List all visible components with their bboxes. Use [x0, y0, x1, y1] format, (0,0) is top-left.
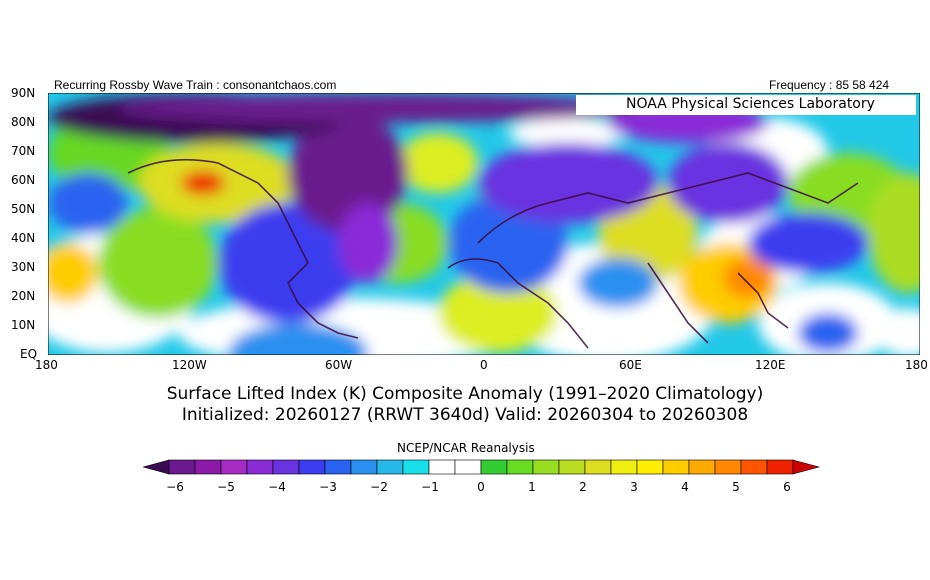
colorbar-tick-label: 6: [783, 480, 791, 494]
colorbar-swatch: [740, 459, 768, 475]
colorbar-tick-label: 4: [681, 480, 689, 494]
colorbar-arrow-left: [143, 459, 170, 475]
header-source-text: Recurring Rossby Wave Train : consonantc…: [54, 78, 337, 92]
lon-label: 0: [480, 358, 488, 372]
lat-label: 30N: [11, 260, 36, 274]
colorbar-swatch: [402, 459, 430, 475]
anomaly-map: [48, 93, 920, 355]
colorbar-tick-label: 5: [732, 480, 740, 494]
colorbar-swatch: [220, 459, 248, 475]
colorbar-swatch: [298, 459, 326, 475]
lat-label: 80N: [11, 115, 36, 129]
colorbar-swatch: [558, 459, 586, 475]
colorbar-swatch: [610, 459, 638, 475]
title-line-1: Surface Lifted Index (K) Composite Anoma…: [166, 384, 764, 404]
lat-label: 10N: [11, 318, 36, 332]
lat-label: 20N: [11, 289, 36, 303]
lat-label: 70N: [11, 144, 36, 158]
colorbar-swatch: [688, 459, 716, 475]
lab-banner-text: NOAA Physical Sciences Laboratory: [626, 96, 875, 112]
colorbar-tick-label: 2: [579, 480, 587, 494]
colorbar-swatch: [532, 459, 560, 475]
lab-banner: [576, 95, 916, 115]
colorbar-swatch: [350, 459, 378, 475]
lat-label: 50N: [11, 202, 36, 216]
colorbar-swatch: [714, 459, 742, 475]
lon-label: 120E: [755, 358, 786, 372]
lat-label: 40N: [11, 231, 36, 245]
colorbar-swatch: [506, 459, 534, 475]
colorbar-tick-label: 3: [630, 480, 638, 494]
colorbar-swatch: [376, 459, 404, 475]
colorbar-swatch: [194, 459, 222, 475]
colorbar-swatch: [246, 459, 274, 475]
anomaly-field: [48, 93, 920, 355]
colorbar-swatch: [454, 459, 482, 475]
colorbar-tick-label: −5: [217, 480, 235, 494]
colorbar-swatch: [636, 459, 664, 475]
colorbar-swatch: [480, 459, 508, 475]
colorbar-swatch: [324, 459, 352, 475]
colorbar-tick-label: 1: [528, 480, 536, 494]
colorbar-swatch: [168, 459, 196, 475]
colorbar-title: NCEP/NCAR Reanalysis: [397, 441, 535, 455]
colorbar-tick-label: −1: [421, 480, 439, 494]
title-line-2: Initialized: 20260127 (RRWT 3640d) Valid…: [181, 405, 749, 425]
colorbar-tick-label: −4: [268, 480, 286, 494]
lon-label: 120W: [172, 358, 207, 372]
colorbar-swatch: [272, 459, 300, 475]
lon-label: 180: [905, 358, 928, 372]
colorbar-arrow-right: [792, 459, 821, 475]
colorbar-swatch: [662, 459, 690, 475]
lat-label: 60N: [11, 173, 36, 187]
lon-label: 60W: [325, 358, 353, 372]
colorbar-tick-label: −3: [319, 480, 337, 494]
colorbar-swatch: [766, 459, 794, 475]
colorbar: −6 −5 −4 −3 −2 −1 0 1 2 3 4 5 6: [143, 459, 821, 494]
lat-label: 90N: [11, 86, 36, 100]
colorbar-swatch: [428, 459, 456, 475]
header-frequency-text: Frequency : 85 58 424: [769, 78, 890, 92]
colorbar-tick-label: 0: [477, 480, 485, 494]
lon-label: 180: [35, 358, 58, 372]
colorbar-tick-label: −6: [166, 480, 184, 494]
lat-label: EQ: [20, 347, 38, 361]
colorbar-tick-label: −2: [370, 480, 388, 494]
lon-label: 60E: [619, 358, 642, 372]
colorbar-swatch: [584, 459, 612, 475]
